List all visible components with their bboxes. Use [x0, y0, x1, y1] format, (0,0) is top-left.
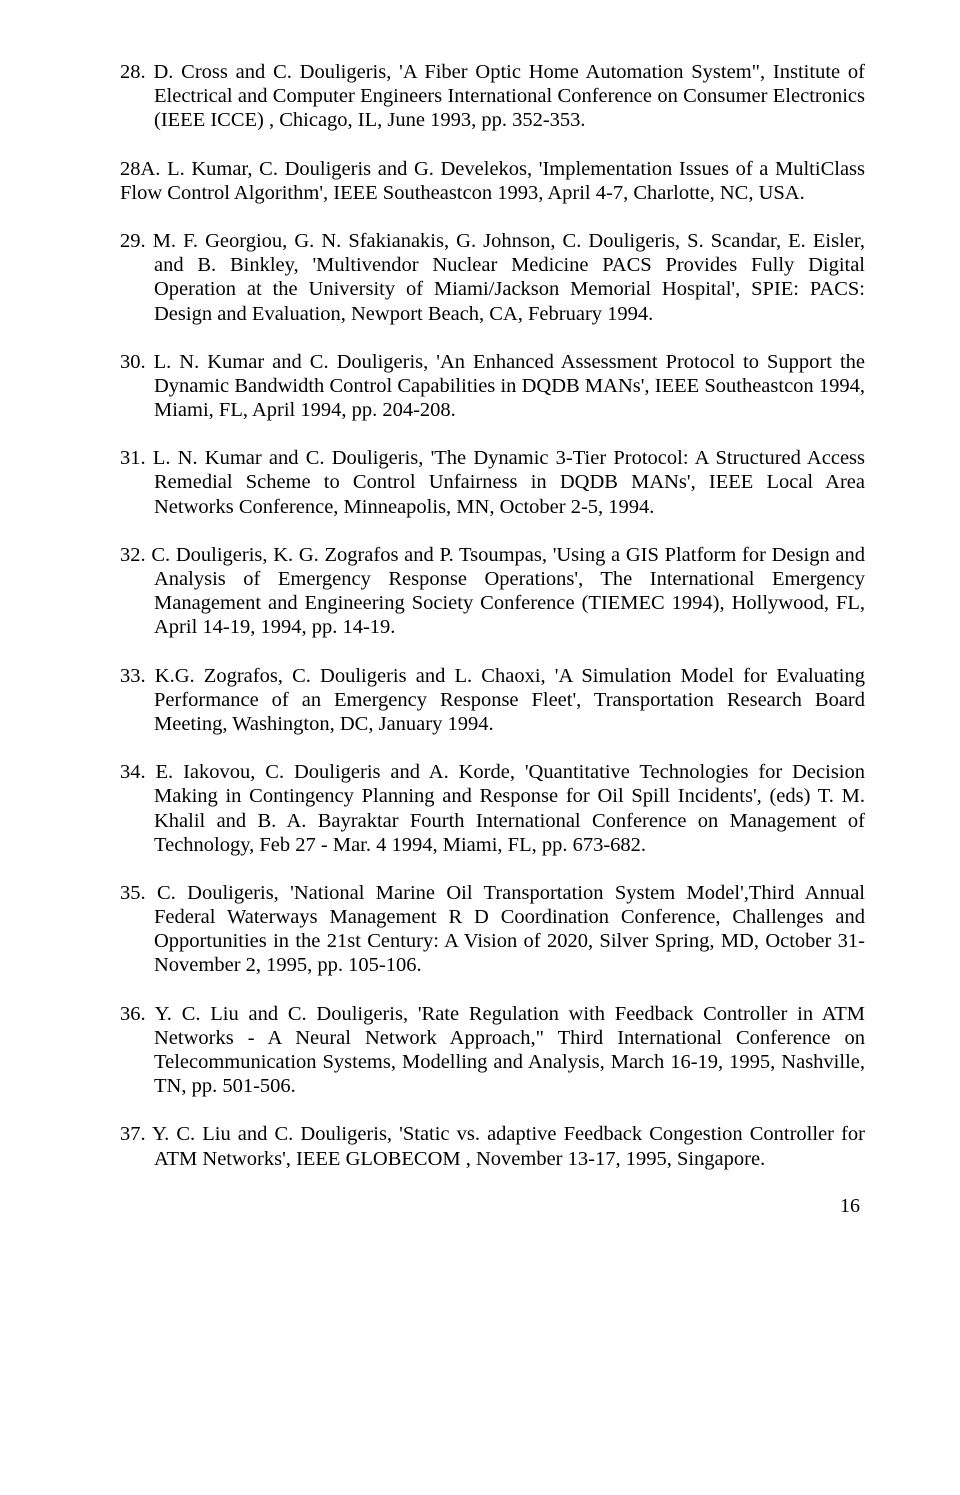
reference-text: M. F. Georgiou, G. N. Sfakianakis, G. Jo… [153, 230, 865, 325]
reference-number: 34. [120, 761, 146, 783]
reference-number: 35. [120, 882, 146, 904]
reference-number: 28A. [120, 158, 160, 180]
reference-text: K.G. Zografos, C. Douligeris and L. Chao… [154, 665, 865, 735]
reference-item: 31. L. N. Kumar and C. Douligeris, 'The … [120, 446, 865, 519]
reference-item: 30. L. N. Kumar and C. Douligeris, 'An E… [120, 350, 865, 423]
reference-text: C. Douligeris, 'National Marine Oil Tran… [154, 882, 865, 977]
reference-number: 32. [120, 544, 146, 566]
reference-text: D. Cross and C. Douligeris, 'A Fiber Opt… [153, 61, 865, 131]
reference-item: 37. Y. C. Liu and C. Douligeris, 'Static… [120, 1122, 865, 1170]
reference-text: L. N. Kumar and C. Douligeris, 'The Dyna… [153, 447, 865, 517]
reference-number: 29. [120, 230, 146, 252]
reference-text: E. Iakovou, C. Douligeris and A. Korde, … [154, 761, 865, 856]
reference-number: 33. [120, 665, 146, 687]
reference-item: 35. C. Douligeris, 'National Marine Oil … [120, 881, 865, 978]
reference-item: 32. C. Douligeris, K. G. Zografos and P.… [120, 543, 865, 640]
reference-item: 33. K.G. Zografos, C. Douligeris and L. … [120, 664, 865, 737]
reference-item: 29. M. F. Georgiou, G. N. Sfakianakis, G… [120, 229, 865, 326]
reference-number: 30. [120, 351, 146, 373]
reference-number: 28. [120, 61, 146, 83]
page-number: 16 [120, 1195, 865, 1218]
reference-item: 34. E. Iakovou, C. Douligeris and A. Kor… [120, 760, 865, 857]
page-container: 28. D. Cross and C. Douligeris, 'A Fiber… [0, 0, 960, 1268]
reference-text: Y. C. Liu and C. Douligeris, 'Static vs.… [152, 1123, 865, 1169]
reference-number: 37. [120, 1123, 146, 1145]
reference-item: 28A. L. Kumar, C. Douligeris and G. Deve… [120, 157, 865, 205]
reference-text: C. Douligeris, K. G. Zografos and P. Tso… [151, 544, 865, 639]
reference-item: 36. Y. C. Liu and C. Douligeris, 'Rate R… [120, 1002, 865, 1099]
reference-text: L. Kumar, C. Douligeris and G. Develekos… [120, 158, 865, 204]
reference-text: L. N. Kumar and C. Douligeris, 'An Enhan… [154, 351, 865, 421]
reference-text: Y. C. Liu and C. Douligeris, 'Rate Regul… [154, 1003, 865, 1098]
reference-item: 28. D. Cross and C. Douligeris, 'A Fiber… [120, 60, 865, 133]
reference-number: 36. [120, 1003, 146, 1025]
reference-number: 31. [120, 447, 146, 469]
